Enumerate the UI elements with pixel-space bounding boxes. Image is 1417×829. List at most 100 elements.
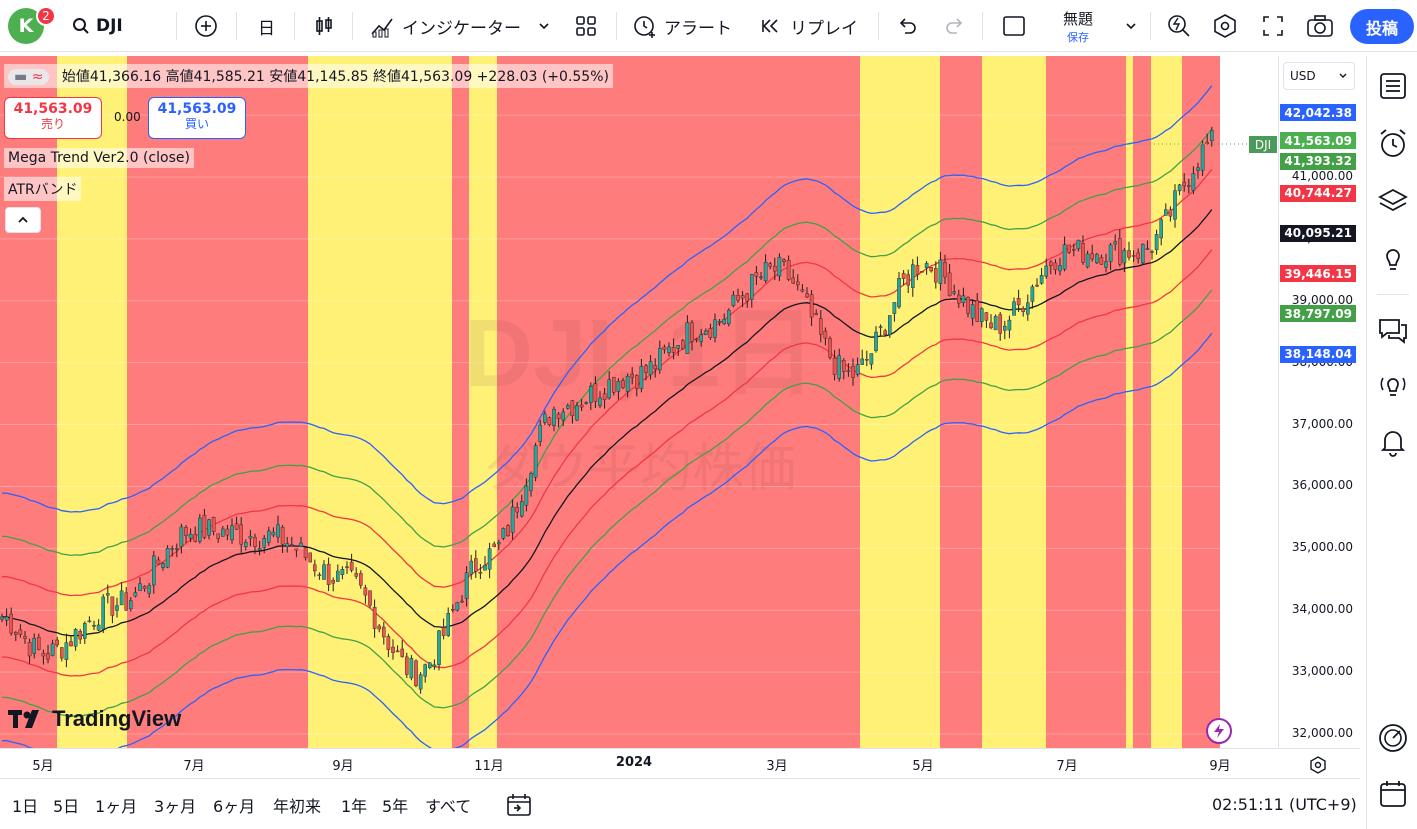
price-axis[interactable]: USD 41,000.0040,000.0039,000.0038,000.00… xyxy=(1278,56,1361,748)
candle-down xyxy=(593,383,598,402)
alert-button[interactable]: アラート xyxy=(632,0,732,52)
candle-up xyxy=(271,531,276,536)
range-button[interactable]: 年初来 xyxy=(273,797,322,816)
quick-search-button[interactable] xyxy=(1166,0,1192,52)
compare-button[interactable] xyxy=(194,0,218,52)
indicator-megatrend[interactable]: Mega Trend Ver2.0 (close) xyxy=(4,148,194,168)
range-button[interactable]: 5日 xyxy=(53,797,80,816)
lightbulb-icon[interactable] xyxy=(1377,242,1409,274)
settings-button[interactable] xyxy=(1212,0,1238,52)
templates-button[interactable] xyxy=(574,0,598,52)
speedometer-icon[interactable] xyxy=(1377,722,1409,754)
time-axis[interactable]: 5月 7月 9月 11月 2024 3月 5月 7月 9月 xyxy=(0,748,1360,778)
buy-label: 買い xyxy=(184,117,209,131)
range-button[interactable]: 5年 xyxy=(382,797,409,816)
candle-up xyxy=(860,358,864,365)
candle-down xyxy=(202,515,207,538)
time-label: 11月 xyxy=(474,759,504,774)
chat-icon[interactable] xyxy=(1377,314,1409,346)
publish-button[interactable]: 投稿 xyxy=(1350,9,1414,44)
hexagon-settings-icon xyxy=(1214,14,1236,38)
replay-label: リプレイ xyxy=(790,18,858,39)
chart-type-button[interactable] xyxy=(312,0,336,52)
candle-up xyxy=(73,629,78,647)
candle-up xyxy=(520,501,524,517)
candle-down xyxy=(934,268,938,283)
layout-menu-button[interactable] xyxy=(1124,0,1138,52)
candle-down xyxy=(828,338,832,358)
fullscreen-button[interactable] xyxy=(1262,0,1284,52)
candle-down xyxy=(1016,298,1021,306)
candle-up xyxy=(128,600,133,610)
regime-band xyxy=(1151,56,1182,748)
candle-down xyxy=(124,592,128,611)
candle-up xyxy=(892,302,897,314)
sell-label: 売り xyxy=(40,117,65,131)
bell-icon[interactable] xyxy=(1377,426,1409,458)
candle-down xyxy=(478,572,483,574)
chevron-down-icon xyxy=(539,23,549,30)
replay-button[interactable]: リプレイ xyxy=(760,0,858,52)
date-range-button[interactable] xyxy=(506,793,532,821)
candle-down xyxy=(474,558,478,572)
currency-select[interactable]: USD xyxy=(1283,62,1355,90)
grid-icon xyxy=(576,16,596,36)
range-button[interactable]: 3ヶ月 xyxy=(154,797,197,816)
candle-up xyxy=(952,291,956,294)
candle-down xyxy=(947,272,952,296)
lightning-button[interactable] xyxy=(1206,718,1232,744)
candle-down xyxy=(349,561,354,571)
indicators-button[interactable]: インジケーター xyxy=(370,0,551,52)
redo-button[interactable] xyxy=(944,0,966,52)
sell-button[interactable]: 41,563.09 売り xyxy=(4,97,102,139)
range-button[interactable]: 1ヶ月 xyxy=(95,797,138,816)
axis-settings-button[interactable] xyxy=(1308,755,1328,779)
indicator-atr[interactable]: ATRバンド xyxy=(4,177,82,201)
range-button[interactable]: 6ヶ月 xyxy=(213,797,256,816)
range-button[interactable]: 1年 xyxy=(341,797,368,816)
tradingview-logo[interactable]: TradingView xyxy=(8,706,181,732)
candle-up xyxy=(1191,173,1196,191)
collapse-legend-button[interactable] xyxy=(5,207,41,233)
range-button[interactable]: 1日 xyxy=(12,797,39,816)
candle-down xyxy=(60,647,64,659)
ideas-broadcast-icon[interactable] xyxy=(1377,370,1409,402)
price-tag: 40,095.21 xyxy=(1280,224,1356,242)
candle-up xyxy=(248,536,253,539)
legend-toggle[interactable]: ▬ ≈ xyxy=(8,69,50,85)
right-sidebar xyxy=(1366,56,1417,829)
candle-up xyxy=(170,548,175,550)
candle-up xyxy=(1039,275,1044,284)
candle-down xyxy=(1035,284,1039,287)
candle-up xyxy=(1058,265,1062,272)
alarm-clock-icon[interactable] xyxy=(1377,128,1409,160)
time-label: 5月 xyxy=(912,759,934,774)
watchlist-icon[interactable] xyxy=(1377,70,1409,102)
trend-line xyxy=(2,209,1213,637)
candle-down xyxy=(740,295,745,299)
candle-down xyxy=(405,656,409,675)
interval-button[interactable]: 日 xyxy=(258,0,275,52)
layers-icon[interactable] xyxy=(1377,186,1409,218)
buy-button[interactable]: 41,563.09 買い xyxy=(148,97,246,139)
candle-up xyxy=(1209,129,1214,141)
range-button[interactable]: すべて xyxy=(425,797,472,816)
screenshot-button[interactable] xyxy=(1306,0,1334,52)
symbol-search[interactable]: DJI xyxy=(72,0,123,52)
calendar-icon[interactable] xyxy=(1377,778,1409,810)
candle-up xyxy=(483,564,487,571)
interval-label: 日 xyxy=(258,18,275,39)
layout-name[interactable]: 無題 保存 xyxy=(1050,8,1106,45)
layout-button[interactable] xyxy=(1002,0,1026,52)
clock-display[interactable]: 02:51:11 (UTC+9) xyxy=(1212,795,1357,814)
candle-up xyxy=(589,386,593,403)
chart-pane[interactable]: DJI, 1日 ダウ平均株価 ▬ ≈ 始値41,366.16 高値41,585.… xyxy=(0,56,1278,748)
regime-band xyxy=(452,56,469,748)
candle-up xyxy=(276,524,280,538)
price-chart[interactable]: DJI, 1日 ダウ平均株価 xyxy=(0,56,1278,748)
candle-down xyxy=(326,563,331,585)
undo-button[interactable] xyxy=(896,0,918,52)
time-label: 5月 xyxy=(32,759,54,774)
candle-down xyxy=(1182,181,1186,187)
candle-up xyxy=(1154,234,1159,251)
